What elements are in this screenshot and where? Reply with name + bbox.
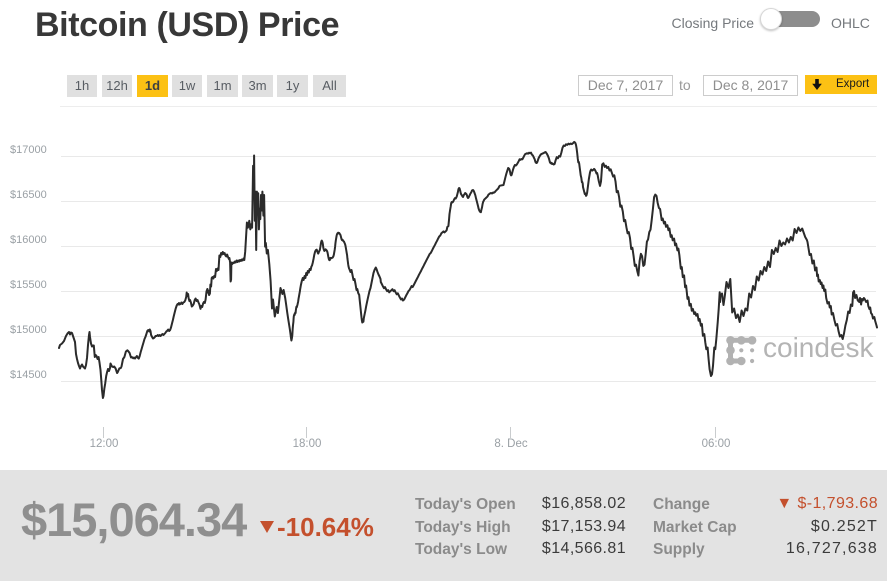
svg-text:coindesk: coindesk (763, 332, 875, 363)
